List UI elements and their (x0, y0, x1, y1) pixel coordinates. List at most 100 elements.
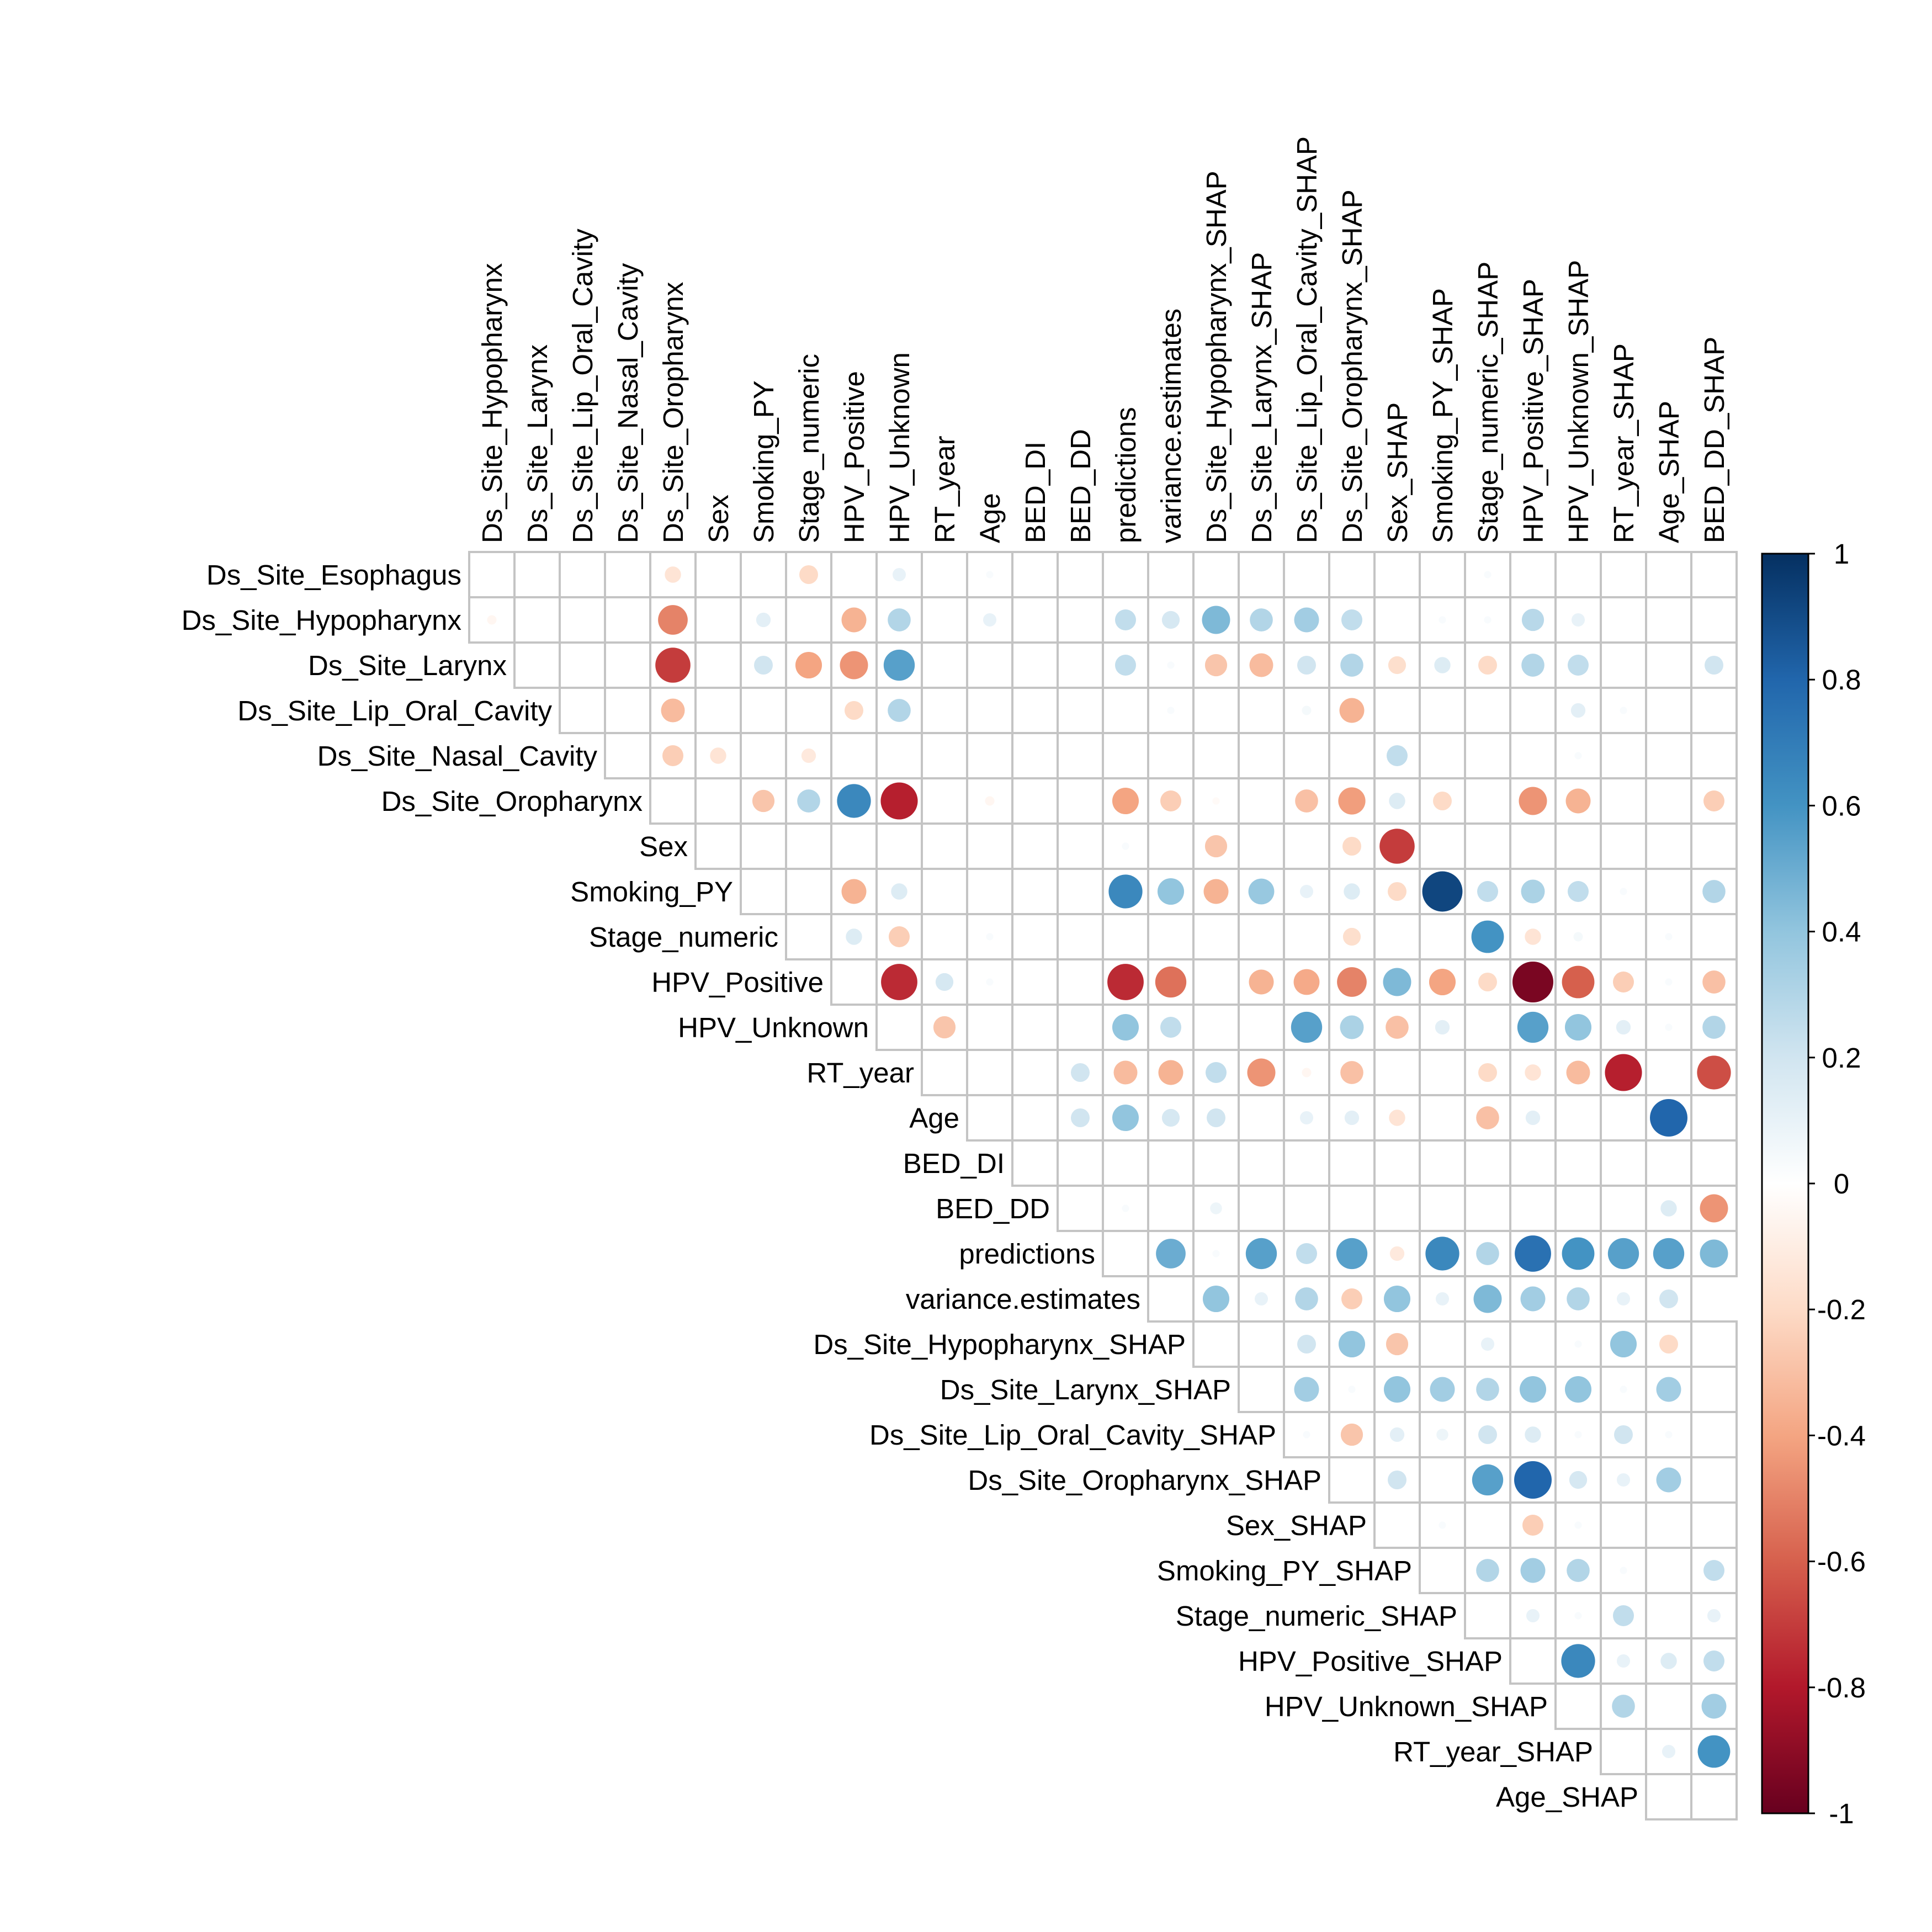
cell-Ds_Site_Lip_Oral_Cavity-Smoking_PY (740, 687, 787, 734)
cell-RT_year-RT_year (921, 1049, 968, 1096)
dot-RT_year-BED_DD_SHAP (1697, 1055, 1731, 1090)
cell-Stage_numeric-Ds_Site_Hypopharynx_SHAP (1192, 913, 1240, 960)
cell-Sex-Stage_numeric_SHAP (1464, 822, 1511, 870)
column-label: Smoking_PY_SHAP (1427, 288, 1458, 543)
dot-Ds_Site_Larynx-Smoking_PY (754, 656, 773, 675)
cell-HPV_Unknown-Age (966, 1004, 1013, 1051)
cell-predictions-variance.estimates (1147, 1230, 1195, 1277)
dot-Sex_SHAP-HPV_Positive_SHAP (1522, 1515, 1543, 1536)
cell-Ds_Site_Oropharynx-Ds_Site_Oropharynx (649, 777, 697, 825)
dot-predictions-Smoking_PY_SHAP (1425, 1236, 1459, 1271)
cell-Ds_Site_Nasal_Cavity-predictions (1102, 732, 1149, 779)
dot-Ds_Site_Hypopharynx_SHAP-HPV_Unknown_SHAP (1574, 1340, 1582, 1348)
cell-Ds_Site_Lip_Oral_Cavity-HPV_Positive_SHAP (1509, 687, 1557, 734)
column-label: HPV_Unknown_SHAP (1563, 260, 1594, 543)
dot-Age-HPV_Positive_SHAP (1525, 1110, 1541, 1126)
dot-Ds_Site_Esophagus-Stage_numeric_SHAP (1484, 571, 1492, 578)
dot-HPV_Unknown-Age_SHAP (1665, 1023, 1673, 1031)
cell-BED_DI-BED_DD (1057, 1139, 1104, 1187)
cell-Ds_Site_Lip_Oral_Cavity-Age (966, 687, 1013, 734)
column-label: HPV_Unknown (884, 352, 915, 543)
dot-Sex-predictions (1122, 842, 1129, 850)
dot-Age-Stage_numeric_SHAP (1476, 1106, 1499, 1129)
cell-Ds_Site_Esophagus-Ds_Site_Larynx (513, 551, 561, 598)
dot-Ds_Site_Oropharynx_SHAP-HPV_Unknown_SHAP (1569, 1471, 1588, 1489)
dot-RT_year-Ds_Site_Lip_Oral_Cavity_SHAP (1302, 1068, 1312, 1078)
cell-Ds_Site_Nasal_Cavity-Ds_Site_Larynx_SHAP (1238, 732, 1285, 779)
dot-Smoking_PY-Stage_numeric_SHAP (1477, 881, 1498, 902)
row-label: Smoking_PY_SHAP (1157, 1555, 1412, 1586)
dot-BED_DD-BED_DD_SHAP (1700, 1194, 1728, 1223)
cell-Age-Ds_Site_Larynx_SHAP (1238, 1094, 1285, 1142)
dot-Ds_Site_Lip_Oral_Cavity_SHAP-Age_SHAP (1665, 1431, 1673, 1439)
cell-Age-BED_DI (1011, 1094, 1059, 1142)
row-label: Ds_Site_Esophagus (206, 559, 461, 591)
cell-Ds_Site_Nasal_Cavity-Smoking_PY_SHAP (1419, 732, 1466, 779)
cell-RT_year-Age (966, 1049, 1013, 1096)
dot-Ds_Site_Larynx_SHAP-Age_SHAP (1656, 1377, 1681, 1402)
row-label: RT_year (806, 1057, 914, 1089)
row-label: HPV_Unknown_SHAP (1265, 1691, 1548, 1722)
cell-Ds_Site_Lip_Oral_Cavity-Stage_numeric (785, 687, 832, 734)
row-label: Ds_Site_Larynx_SHAP (940, 1374, 1231, 1405)
cell-HPV_Unknown-BED_DD (1057, 1004, 1104, 1051)
dot-Ds_Site_Oropharynx-HPV_Unknown (880, 782, 918, 820)
cell-HPV_Positive-Ds_Site_Hypopharynx_SHAP (1192, 958, 1240, 1006)
dot-variance.estimates-Sex_SHAP (1383, 1285, 1411, 1313)
cell-Ds_Site_Larynx-Ds_Site_Nasal_Cavity (604, 641, 651, 689)
cell-Ds_Site_Esophagus-Ds_Site_Hypopharynx (468, 551, 516, 598)
cell-Ds_Site_Hypopharynx-Ds_Site_Larynx (513, 596, 561, 644)
cell-Ds_Site_Oropharynx_SHAP-Smoking_PY_SHAP (1419, 1456, 1466, 1504)
column-label: Ds_Site_Lip_Oral_Cavity (567, 229, 598, 543)
cell-Ds_Site_Larynx-BED_DD (1057, 641, 1104, 689)
row-label: Smoking_PY (570, 876, 733, 907)
cell-Sex-Smoking_PY_SHAP (1419, 822, 1466, 870)
dot-HPV_Unknown-Ds_Site_Oropharynx_SHAP (1340, 1015, 1364, 1039)
cell-Ds_Site_Esophagus-Ds_Site_Nasal_Cavity (604, 551, 651, 598)
dot-Smoking_PY-Sex_SHAP (1388, 882, 1406, 901)
dot-predictions-HPV_Unknown_SHAP (1562, 1237, 1595, 1270)
cell-Age-Smoking_PY_SHAP (1419, 1094, 1466, 1142)
cell-Ds_Site_Esophagus-BED_DI (1011, 551, 1059, 598)
dot-Ds_Site_Lip_Oral_Cavity-HPV_Positive (845, 701, 863, 720)
column-label: Ds_Site_Hypopharynx (476, 263, 508, 543)
dot-Ds_Site_Lip_Oral_Cavity-Ds_Site_Oropharynx_SHAP (1339, 698, 1365, 723)
dot-Ds_Site_Hypopharynx_SHAP-Sex_SHAP (1386, 1333, 1409, 1356)
cell-Ds_Site_Oropharynx-BED_DI (1011, 777, 1059, 825)
dot-Ds_Site_Hypopharynx-HPV_Positive (841, 607, 867, 633)
dot-Stage_numeric_SHAP-RT_year_SHAP (1613, 1605, 1634, 1626)
cell-HPV_Unknown-BED_DI (1011, 1004, 1059, 1051)
cell-Ds_Site_Oropharynx-Ds_Site_Larynx_SHAP (1238, 777, 1285, 825)
column-label: Ds_Site_Larynx (522, 344, 553, 543)
cell-Ds_Site_Nasal_Cavity-Ds_Site_Hypopharynx_SHAP (1192, 732, 1240, 779)
dot-Ds_Site_Oropharynx-Ds_Site_Oropharynx_SHAP (1338, 787, 1366, 815)
row-label: Ds_Site_Hypopharynx_SHAP (813, 1329, 1186, 1360)
column-label: predictions (1110, 407, 1142, 543)
dot-predictions-HPV_Positive_SHAP (1515, 1235, 1551, 1272)
dot-Smoking_PY-HPV_Unknown (891, 883, 907, 900)
cell-Ds_Site_Nasal_Cavity-BED_DD_SHAP (1690, 732, 1738, 779)
cell-Ds_Site_Nasal_Cavity-HPV_Positive (830, 732, 878, 779)
cell-BED_DD-Sex_SHAP (1373, 1185, 1421, 1232)
colorbar-tick-label: 0.4 (1822, 916, 1861, 948)
dot-variance.estimates-Age_SHAP (1659, 1289, 1678, 1308)
dot-Stage_numeric-HPV_Positive (846, 928, 862, 945)
dot-predictions-Ds_Site_Oropharynx_SHAP (1336, 1238, 1368, 1270)
cell-Ds_Site_Larynx-Age (966, 641, 1013, 689)
dot-HPV_Positive-BED_DD_SHAP (1702, 970, 1726, 994)
dot-variance.estimates-Ds_Site_Larynx_SHAP (1254, 1292, 1268, 1306)
dot-HPV_Positive-Sex_SHAP (1383, 968, 1411, 996)
dot-Ds_Site_Oropharynx-BED_DD_SHAP (1703, 790, 1724, 811)
cell-Ds_Site_Hypopharynx_SHAP-Ds_Site_Hypopharynx_SHAP (1192, 1320, 1240, 1368)
dot-Sex_SHAP-HPV_Unknown_SHAP (1574, 1521, 1582, 1529)
dot-Smoking_PY-HPV_Unknown_SHAP (1568, 881, 1589, 902)
cell-Ds_Site_Oropharynx-Sex (694, 777, 742, 825)
dot-HPV_Positive-HPV_Unknown (881, 964, 917, 1000)
dot-HPV_Unknown-HPV_Unknown_SHAP (1564, 1013, 1592, 1041)
row-label: HPV_Unknown (678, 1012, 869, 1043)
dot-Ds_Site_Oropharynx-Smoking_PY_SHAP (1433, 792, 1452, 810)
dot-HPV_Positive_SHAP-RT_year_SHAP (1616, 1654, 1631, 1668)
cell-Smoking_PY_SHAP-Age_SHAP (1645, 1547, 1692, 1594)
cell-Stage_numeric-Ds_Site_Lip_Oral_Cavity_SHAP (1283, 913, 1330, 960)
dot-Ds_Site_Hypopharynx-HPV_Unknown_SHAP (1571, 613, 1585, 627)
